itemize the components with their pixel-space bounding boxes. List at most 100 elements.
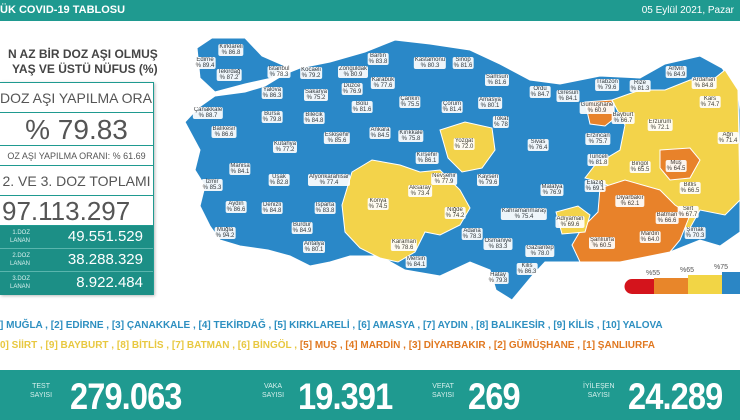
province-value: % 82.8 — [269, 180, 289, 186]
province-name: Kırşehir — [416, 152, 438, 158]
map-yellow-central — [341, 159, 471, 263]
province-label: Çorum% 81.4 — [441, 101, 463, 113]
province-value: % 75.4 — [514, 214, 534, 220]
province-label: Mardin% 64.0 — [639, 231, 661, 243]
province-label: Düzce% 76.9 — [341, 83, 363, 95]
province-label: Kars% 74.7 — [699, 96, 721, 108]
header-title: ÜK COVID-19 TABLOSU — [0, 4, 126, 16]
province-name: Ordu — [533, 86, 547, 92]
total-value: 97.113.297 — [0, 196, 153, 226]
province-name: Batman — [656, 212, 678, 218]
province-label: Sivas% 76.4 — [527, 139, 549, 151]
province-label: Gümüşhane% 60.9 — [579, 102, 615, 114]
province-label: Kilis% 86.3 — [516, 263, 538, 275]
province-label: Çankırı% 75.5 — [399, 96, 421, 108]
province-value: % 60.9 — [587, 108, 607, 114]
province-value: % 84.9 — [666, 72, 686, 78]
province-value: % 79.6 — [597, 85, 617, 91]
province-label: Erzincan% 75.7 — [585, 133, 611, 145]
province-value: % 81.3 — [630, 86, 650, 92]
province-name: Denizli — [262, 202, 281, 208]
province-value: % 64.0 — [640, 237, 660, 243]
recovered-value: 24.289 — [628, 376, 723, 417]
province-name: Elazığ — [586, 180, 604, 186]
province-label: Denizli% 84.8 — [261, 202, 283, 214]
province-value: % 81.6 — [453, 63, 473, 69]
province-value: % 67.7 — [678, 212, 698, 218]
dose-label: 1.DOZ — [12, 230, 30, 236]
province-label: Edirne% 89.4 — [194, 57, 216, 69]
province-value: % 78.3 — [462, 234, 482, 240]
province-label: Isparta% 83.8 — [314, 202, 336, 214]
province-name: Karaman — [391, 239, 417, 245]
province-name: Ardahan — [692, 77, 716, 83]
province-label: Siirt% 67.7 — [677, 206, 699, 218]
province-label: Eskişehir% 85.6 — [323, 132, 351, 144]
province-value: % 76.4 — [528, 145, 548, 151]
dose-value: 49.551.529 — [67, 228, 143, 245]
province-value: % 84.8 — [694, 83, 714, 89]
province-value: % 89.4 — [195, 63, 215, 69]
province-label: Osmaniye% 83.3 — [483, 238, 513, 250]
province-name: Hatay — [490, 272, 506, 278]
province-label: Kahramanmaraş% 75.4 — [500, 208, 548, 220]
province-label: Karabük% 77.6 — [370, 77, 396, 89]
province-name: Giresun — [557, 90, 579, 96]
case-value: 19.391 — [298, 376, 393, 417]
province-name: Kocaeli — [301, 67, 321, 73]
bottom-list-orange: [5] MUŞ , [4] MARDİN , [3] DİYARBAKIR , … — [297, 340, 656, 351]
province-value: % 84.1 — [230, 169, 250, 175]
province-value: % 66.6 — [657, 218, 677, 224]
province-label: Artvin% 84.9 — [665, 66, 687, 78]
province-name: Kırklareli — [219, 44, 243, 50]
province-name: Afyonkarahisar — [308, 174, 350, 180]
province-name: Mersin — [406, 256, 425, 262]
panel-title-line1: N AZ BİR DOZ AŞI OLMUŞ — [8, 47, 158, 61]
province-value: % 86.6 — [226, 207, 246, 213]
dose-row-2: 2.DOZ LANAN 38.288.329 — [0, 249, 153, 272]
province-label: Hatay% 79.8 — [487, 272, 509, 284]
province-label: Yalova% 86.3 — [261, 87, 283, 99]
province-value: % 81.6 — [487, 80, 507, 86]
province-name: Malatya — [541, 184, 563, 190]
province-name: Erzincan — [586, 133, 610, 139]
province-value: % 83.3 — [488, 244, 508, 250]
province-name: Osmaniye — [484, 238, 512, 244]
province-value: % 66.5 — [680, 188, 700, 194]
province-label: Aydın% 86.6 — [225, 201, 247, 213]
province-value: % 77.9 — [434, 179, 454, 185]
province-name: Gümüşhane — [580, 102, 614, 108]
province-name: Artvin — [668, 66, 684, 72]
province-label: Amasya% 80.1 — [478, 97, 502, 109]
bottom-list-yellow: 0] SİİRT , [9] BAYBURT , [8] BİTLİS , [7… — [0, 340, 298, 351]
province-label: Karaman% 78.6 — [390, 239, 418, 251]
province-name: Muğla — [216, 227, 234, 233]
province-label: Gaziantep% 78.0 — [525, 245, 555, 257]
stats-bar: TEST SAYISI 279.063 VAKA SAYISI 19.391 VEF… — [0, 370, 740, 420]
province-value: % 78.6 — [394, 245, 414, 251]
province-value: % 78 — [494, 122, 508, 128]
province-value: % 60.5 — [592, 243, 612, 249]
province-name: Aydın — [228, 201, 244, 207]
province-label: Muğla% 94.2 — [214, 227, 236, 239]
province-label: İzmir% 85.3 — [201, 179, 223, 191]
province-name: Gaziantep — [526, 245, 554, 251]
province-value: % 79.6 — [478, 180, 498, 186]
dose-value: 38.288.329 — [67, 251, 143, 268]
province-name: Nevşehir — [432, 173, 456, 179]
province-name: Rize — [633, 80, 646, 86]
province-name: Çanakkale — [193, 107, 223, 113]
legend-label-75: %75 — [714, 264, 729, 271]
dose-label: 3.DOZ — [12, 276, 30, 282]
test-label: TEST SAYISI — [30, 383, 53, 399]
province-label: Bitlis% 66.5 — [679, 182, 701, 194]
dose-label: LANAN — [9, 261, 30, 267]
province-name: Niğde — [447, 207, 463, 213]
province-label: Burdur% 84.9 — [291, 222, 313, 234]
province-name: İzmir — [205, 179, 219, 185]
province-value: % 77.4 — [319, 180, 339, 186]
province-label: Yozgat% 72.0 — [453, 138, 475, 150]
legend-blue — [722, 272, 740, 294]
province-name: Amasya — [479, 97, 501, 103]
province-label: Kastamonu% 80.3 — [413, 57, 447, 69]
